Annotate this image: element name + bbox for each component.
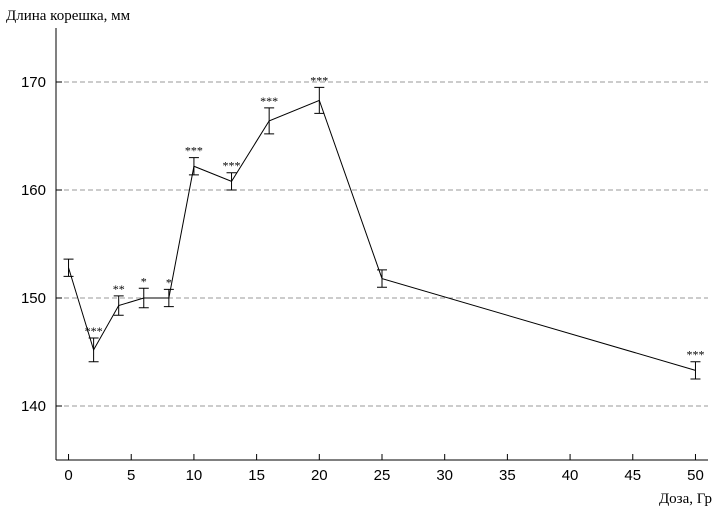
error-bar [163,288,174,308]
x-tick-label: 30 [436,467,453,484]
x-tick-label: 10 [186,467,203,484]
significance-label: *** [223,159,241,173]
significance-label: * [166,275,172,289]
error-bar [138,287,149,309]
x-tick-label: 25 [374,467,391,484]
x-tick-label: 15 [248,467,265,484]
x-tick-label: 0 [64,467,72,484]
error-bar [113,295,124,316]
x-tick-label: 20 [311,467,328,484]
line [68,99,696,371]
significance-label: *** [185,144,203,158]
x-tick-label: 5 [127,467,135,484]
error-bar [377,269,387,288]
significance-label: *** [85,324,103,338]
x-axis-label: Доза, Гр [659,491,712,507]
y-tick-label: 140 [21,398,46,415]
error-bar [188,157,199,176]
significance-label: ** [113,282,125,296]
significance-label: * [141,274,147,288]
y-axis-label: Длина корешка, мм [6,8,131,24]
error-bar [226,172,237,191]
x-tick-label: 35 [499,467,516,484]
error-bar [314,86,325,114]
x-tick-label: 50 [687,467,704,484]
x-tick-label: 40 [562,467,579,484]
error-bar [63,258,74,277]
error-bar [690,361,701,380]
y-tick-label: 150 [21,290,46,307]
significance-label: *** [260,94,278,108]
y-tick-label: 160 [21,182,46,199]
significance-label: *** [686,348,704,362]
error-bar [264,107,275,135]
x-tick-label: 45 [624,467,641,484]
y-tick-label: 170 [21,74,46,91]
error-bar [88,337,99,363]
significance-label: *** [310,73,328,87]
